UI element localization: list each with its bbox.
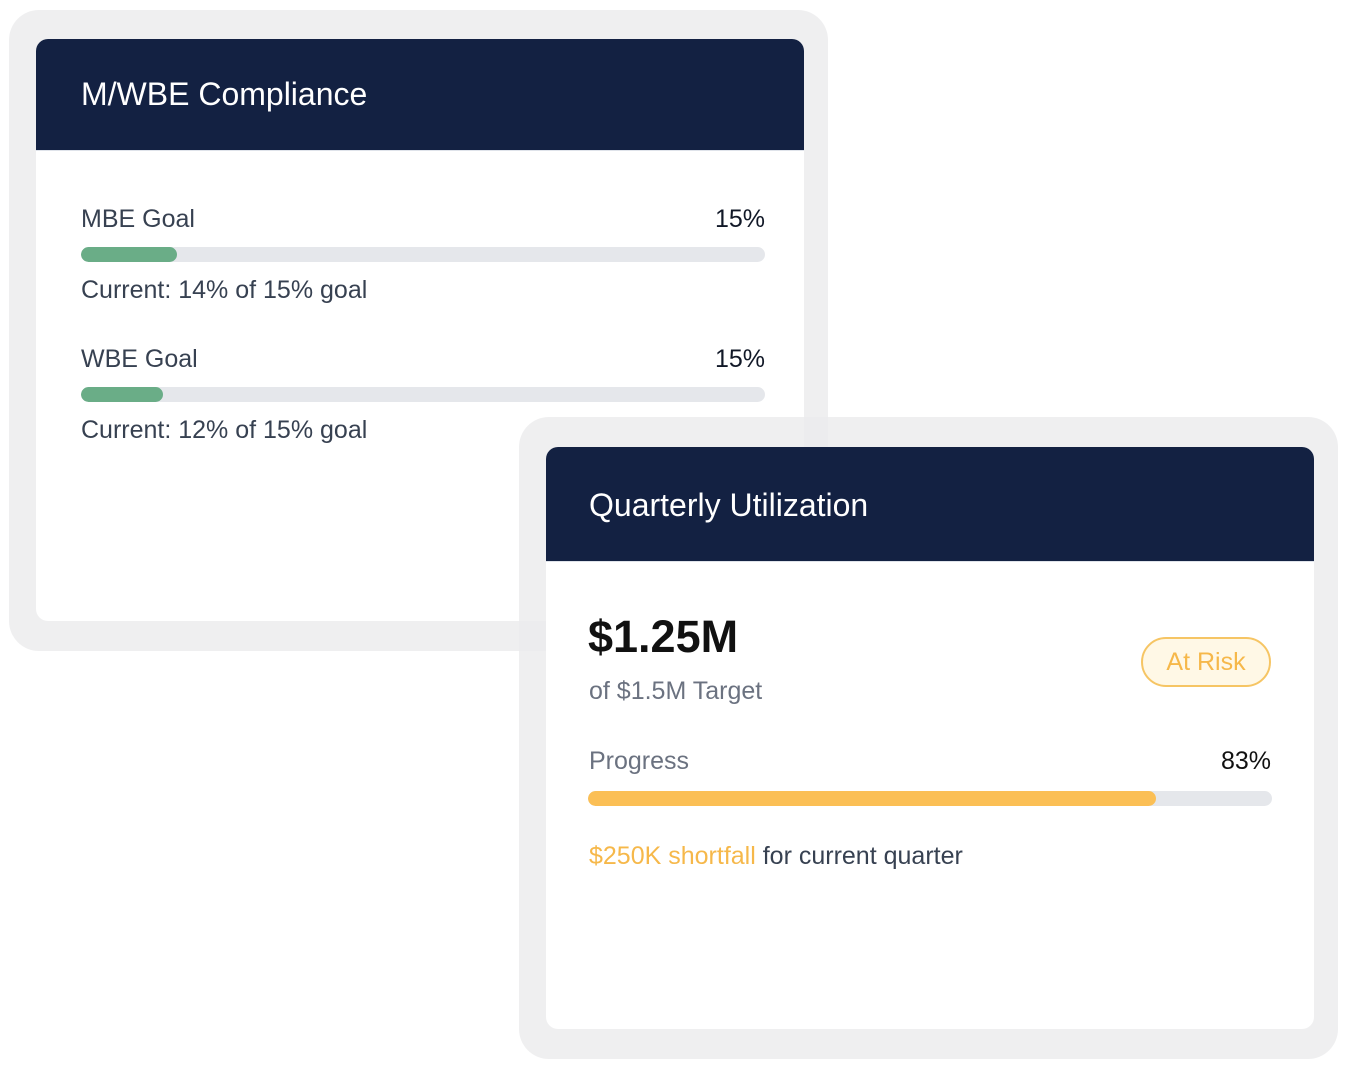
wbe-goal-current: Current: 12% of 15% goal: [81, 416, 368, 444]
mbe-goal-target: 15%: [714, 205, 765, 233]
mbe-goal-row: MBE Goal 15%: [81, 205, 765, 234]
wbe-goal-progress-fill: [81, 387, 164, 402]
utilization-card-title: Quarterly Utilization: [589, 486, 869, 523]
progress-label: Progress: [589, 747, 690, 775]
mbe-goal-label: MBE Goal: [81, 205, 195, 233]
status-badge: At Risk: [1141, 637, 1271, 687]
mbe-goal-progress-track: [81, 247, 765, 262]
utilization-target: of $1.5M Target: [589, 677, 763, 705]
wbe-goal-label: WBE Goal: [81, 345, 198, 373]
compliance-card-header: M/WBE Compliance: [36, 39, 804, 151]
wbe-goal-target: 15%: [714, 345, 765, 373]
wbe-goal-row: WBE Goal 15%: [81, 345, 765, 374]
progress-percent: 83%: [1220, 747, 1271, 775]
shortfall-suffix: for current quarter: [755, 842, 963, 870]
wbe-goal-progress-track: [81, 387, 765, 402]
mbe-goal-current: Current: 14% of 15% goal: [81, 276, 368, 304]
utilization-progress-fill: [588, 791, 1156, 806]
mbe-goal-progress-fill: [81, 247, 177, 262]
utilization-card: Quarterly Utilization $1.25M of $1.5M Ta…: [546, 447, 1314, 1029]
utilization-card-header: Quarterly Utilization: [546, 447, 1314, 562]
compliance-card-title: M/WBE Compliance: [81, 76, 368, 112]
compliance-card: M/WBE Compliance MBE Goal 15% Current: 1…: [36, 39, 804, 621]
shortfall-amount: $250K shortfall: [589, 842, 756, 870]
utilization-amount: $1.25M: [588, 611, 739, 662]
utilization-progress-track: [588, 791, 1272, 806]
utilization-progress-row: Progress 83%: [589, 747, 1271, 776]
shortfall-note: $250K shortfall for current quarter: [589, 842, 963, 871]
